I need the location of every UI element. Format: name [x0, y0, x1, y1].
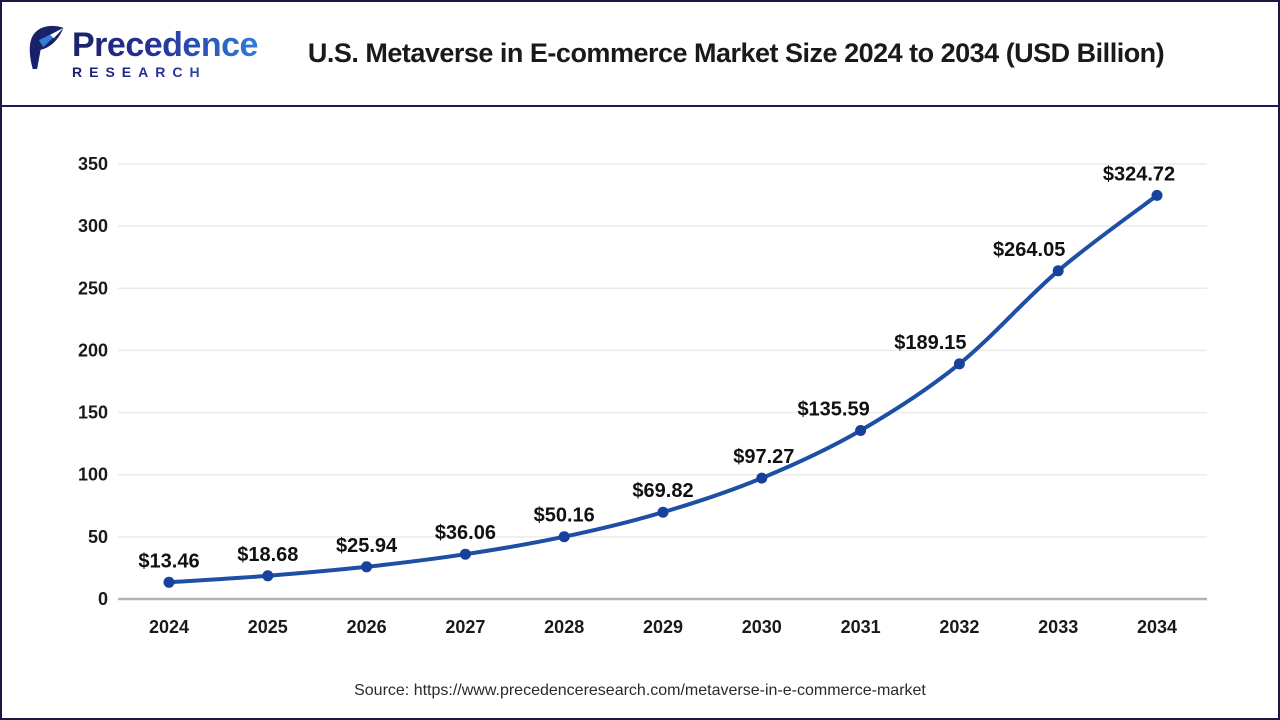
data-point-value-label: $189.15 — [894, 332, 966, 354]
data-point-marker — [361, 561, 373, 573]
data-point-value-label: $25.94 — [336, 535, 398, 557]
data-point-marker — [953, 358, 965, 370]
data-point-value-label: $264.05 — [993, 239, 1065, 261]
x-axis-tick-label: 2025 — [248, 617, 288, 637]
x-axis-tick-label: 2030 — [742, 617, 782, 637]
x-axis-tick-label: 2024 — [149, 617, 189, 637]
x-axis-tick-label: 2032 — [939, 617, 979, 637]
y-axis-tick-label: 0 — [98, 589, 108, 609]
x-axis-tick-label: 2034 — [1137, 617, 1177, 637]
data-point-value-label: $97.27 — [733, 446, 794, 468]
x-axis-tick-label: 2027 — [445, 617, 485, 637]
y-axis-tick-label: 200 — [78, 340, 108, 360]
chart-region: 0 50 100 150 200 250 300 350 2024 2025 2026 2027 202… — [2, 107, 1278, 716]
y-axis-tick-label: 150 — [78, 403, 108, 423]
y-axis-tick-label: 250 — [78, 278, 108, 298]
data-point-marker — [1151, 189, 1163, 201]
y-axis-tick-label: 100 — [78, 465, 108, 485]
x-axis-tick-label: 2029 — [643, 617, 683, 637]
title-area: U.S. Metaverse in E-commerce Market Size… — [249, 38, 1278, 69]
y-axis-tick-label: 50 — [88, 527, 108, 547]
precedence-logo-icon — [24, 25, 66, 76]
data-point-value-label: $36.06 — [435, 522, 496, 544]
y-axis-tick-label: 350 — [78, 154, 108, 174]
data-point-marker — [558, 531, 570, 543]
brand-logo: Precedence RESEARCH — [2, 25, 258, 79]
x-axis-tick-label: 2031 — [841, 617, 881, 637]
data-point-marker — [756, 472, 768, 484]
data-point-value-label: $135.59 — [797, 399, 869, 421]
brand-logo-text: Precedence RESEARCH — [72, 28, 258, 79]
data-point-marker — [855, 425, 867, 436]
brand-subname: RESEARCH — [72, 65, 258, 79]
data-point-marker — [1052, 265, 1064, 277]
data-point-value-label: $50.16 — [534, 505, 595, 527]
data-point-value-label: $324.72 — [1103, 163, 1175, 185]
trend-line — [167, 193, 1159, 585]
x-axis-tick-label: 2028 — [544, 617, 584, 637]
y-axis-tick-label: 300 — [78, 216, 108, 236]
brand-name: Precedence — [72, 26, 258, 64]
data-point-marker — [163, 576, 175, 588]
header-bar: Precedence RESEARCH U.S. Metaverse in E-… — [2, 2, 1278, 107]
data-point-value-label: $18.68 — [237, 544, 298, 566]
market-size-line-chart: 0 50 100 150 200 250 300 350 2024 2025 2026 2027 202… — [78, 154, 1207, 637]
data-point-value-label: $69.82 — [632, 480, 693, 502]
data-point-value-label: $13.46 — [138, 550, 199, 572]
data-point-marker — [459, 548, 471, 560]
data-point-marker — [657, 506, 669, 518]
source-citation: Source: https://www.precedenceresearch.c… — [354, 682, 926, 699]
x-axis-tick-label: 2026 — [347, 617, 387, 637]
chart-title: U.S. Metaverse in E-commerce Market Size… — [307, 38, 1165, 68]
data-point-marker — [262, 570, 274, 582]
x-axis-tick-label: 2033 — [1038, 617, 1078, 637]
